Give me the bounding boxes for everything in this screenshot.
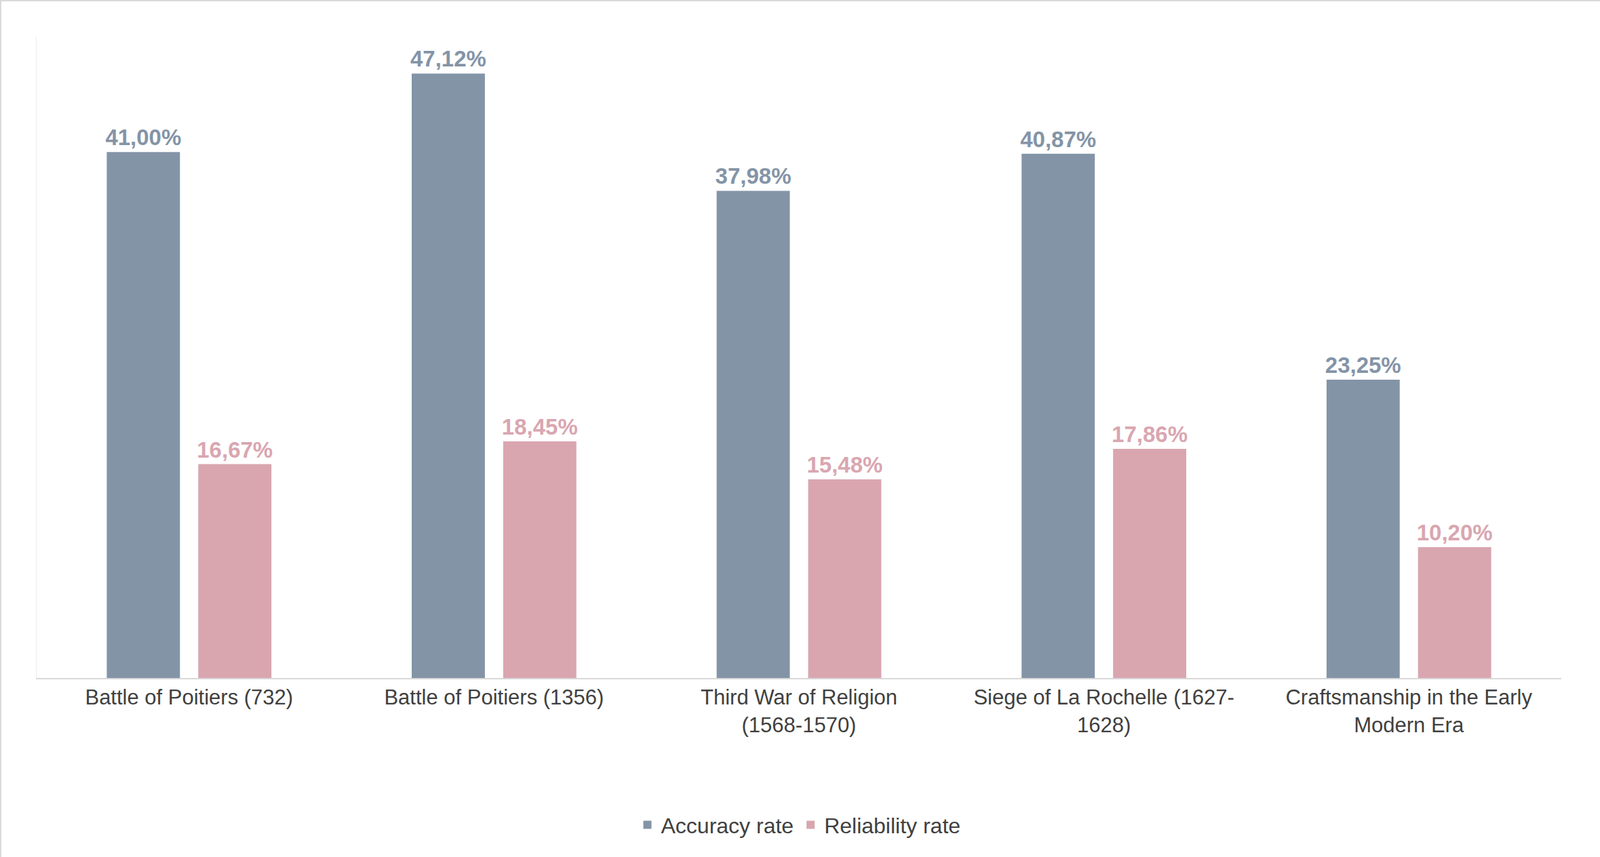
svg-text:Battle of Poitiers (732): Battle of Poitiers (732) (84, 685, 294, 710)
svg-text:17,86%: 17,86% (1111, 421, 1188, 447)
svg-text:40,87%: 40,87% (1020, 126, 1097, 152)
svg-text:15,48%: 15,48% (806, 452, 883, 478)
svg-text:Craftsmanship in the EarlyMode: Craftsmanship in the EarlyModern Era (1285, 685, 1533, 737)
svg-text:16,67%: 16,67% (196, 437, 273, 463)
svg-text:Battle of Poitiers (1356): Battle of Poitiers (1356) (383, 685, 604, 710)
svg-text:Accuracy rate: Accuracy rate (661, 813, 795, 839)
svg-text:Third War of Religion(1568-157: Third War of Religion(1568-1570) (700, 685, 898, 737)
svg-text:37,98%: 37,98% (715, 163, 792, 189)
svg-text:10,20%: 10,20% (1416, 520, 1493, 546)
svg-text:41,00%: 41,00% (105, 124, 182, 150)
svg-text:Reliability rate: Reliability rate (824, 813, 961, 839)
svg-text:Siege of La Rochelle (1627-162: Siege of La Rochelle (1627-1628) (973, 685, 1234, 737)
svg-text:18,45%: 18,45% (501, 414, 578, 440)
svg-text:23,25%: 23,25% (1325, 352, 1402, 378)
svg-text:47,12%: 47,12% (410, 46, 487, 72)
